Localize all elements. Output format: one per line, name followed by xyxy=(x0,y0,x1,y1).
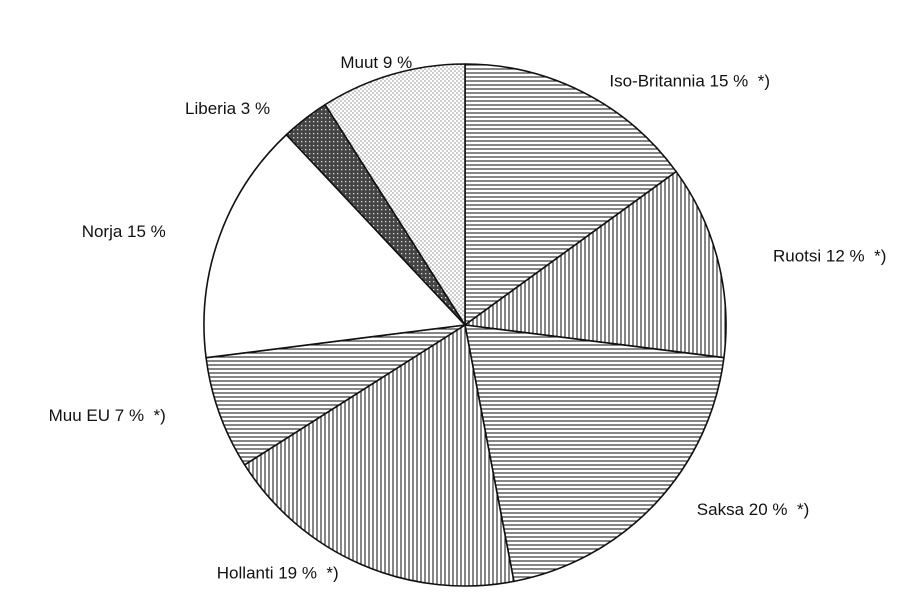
category-label: Liberia xyxy=(185,100,237,119)
pie-slice xyxy=(205,324,466,466)
category-label: Norja xyxy=(82,222,123,241)
category-label: Muu EU xyxy=(49,407,110,426)
pie-slice xyxy=(464,63,677,326)
pie-slice xyxy=(464,324,725,583)
value-label: 12 % *) xyxy=(826,247,886,266)
value-label: 9 % xyxy=(383,53,412,72)
value-label: 7 % *) xyxy=(115,407,166,426)
slice-label: Liberia 3 % xyxy=(185,100,270,119)
category-label: Ruotsi xyxy=(773,247,821,266)
category-label: Iso-Britannia xyxy=(609,72,705,91)
category-label: Saksa xyxy=(697,501,745,520)
slice-label: Saksa 20 % *) xyxy=(697,501,809,520)
pie-slice xyxy=(324,63,466,326)
slice-label: Hollanti 19 % *) xyxy=(217,564,339,583)
value-label: 15 % *) xyxy=(710,72,770,91)
pie-slice xyxy=(243,324,515,587)
value-label: 19 % *) xyxy=(278,564,338,583)
value-label: 3 % xyxy=(241,100,270,119)
slice-label: Iso-Britannia 15 % *) xyxy=(609,72,770,91)
value-label: 20 % *) xyxy=(749,501,809,520)
pie-slice xyxy=(203,133,466,359)
value-label: 15 % xyxy=(127,222,166,241)
slice-label: Norja 15 % xyxy=(82,222,166,241)
category-label: Muut xyxy=(340,53,378,72)
category-label: Hollanti xyxy=(217,564,274,583)
slice-label: Ruotsi 12 % *) xyxy=(773,247,886,266)
pie-slice xyxy=(464,170,727,359)
slice-label: Muut 9 % xyxy=(340,53,412,72)
slice-label: Muu EU 7 % *) xyxy=(49,407,166,426)
